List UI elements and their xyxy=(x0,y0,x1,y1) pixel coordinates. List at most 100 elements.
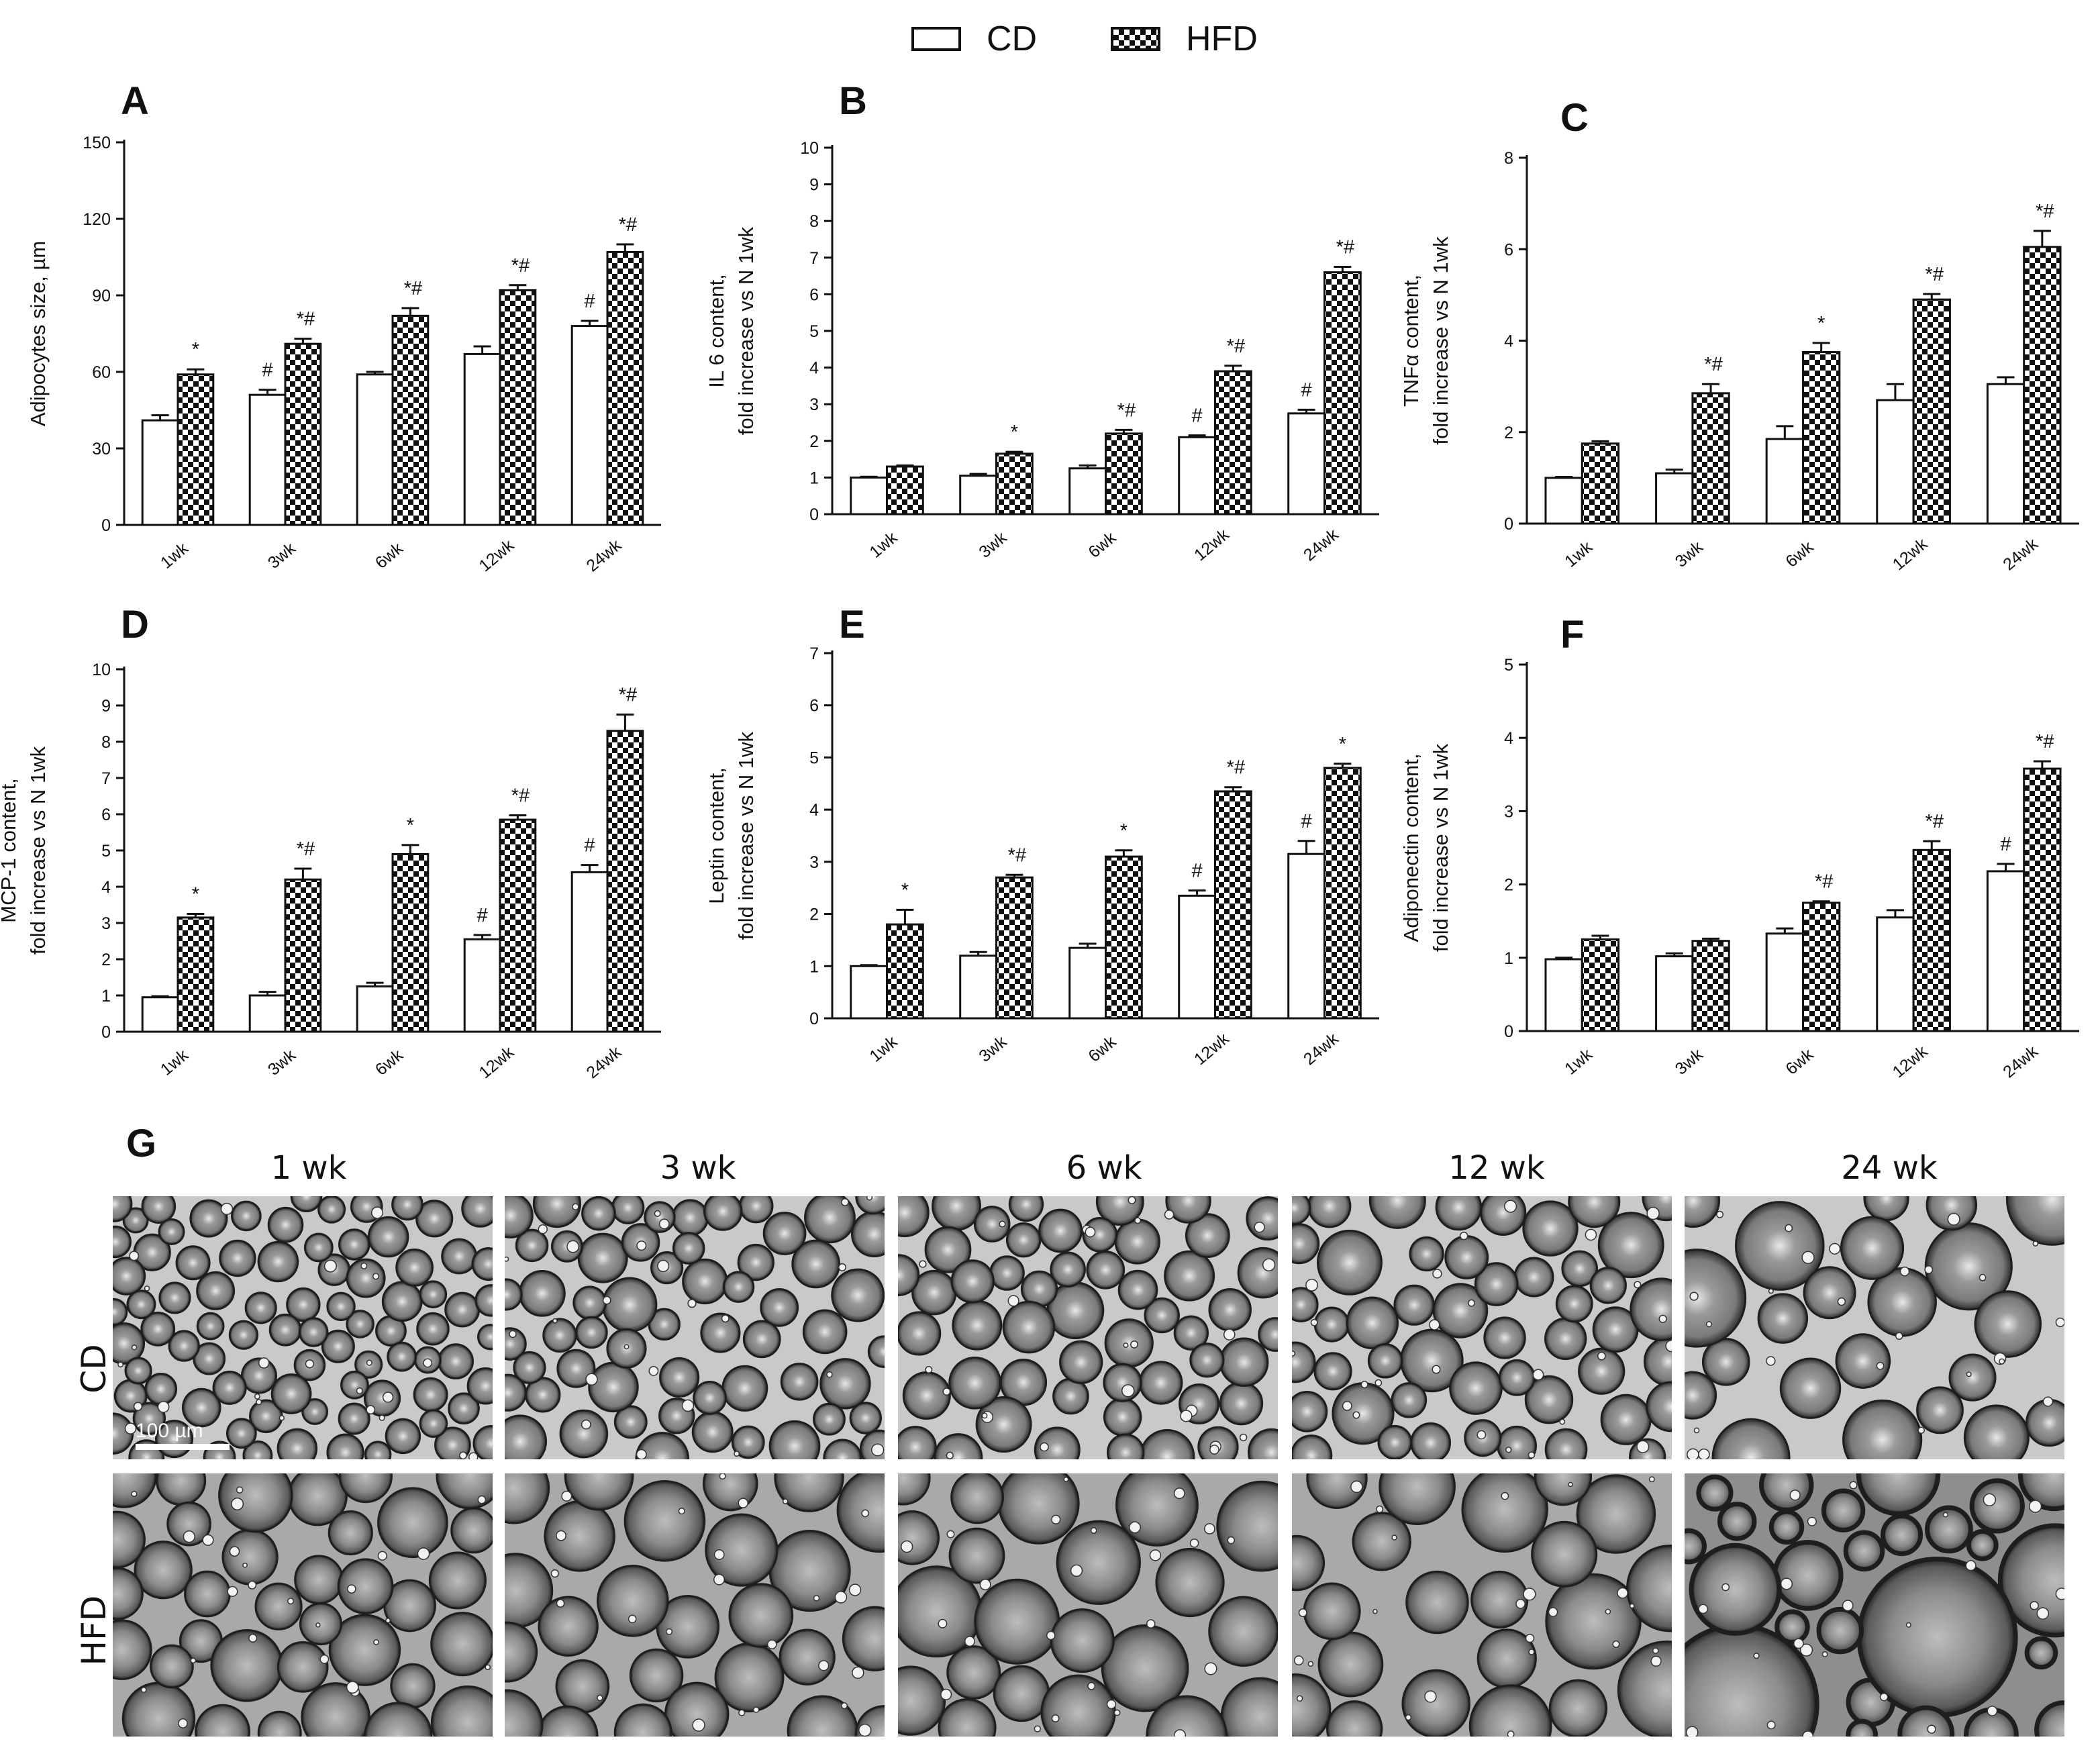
adipocyte xyxy=(819,1358,871,1410)
y-tick-label: 0 xyxy=(101,1023,111,1042)
adipocyte xyxy=(1008,1196,1044,1222)
bar-cd xyxy=(1986,383,2026,525)
adipocyte xyxy=(1772,1540,1844,1611)
adipocyte xyxy=(338,1228,370,1261)
adipocyte xyxy=(221,1528,279,1586)
significance-marker: *# xyxy=(1117,399,1136,421)
adipocyte xyxy=(1050,1251,1086,1288)
lipid-droplet xyxy=(866,1196,873,1201)
adipocyte xyxy=(391,1196,423,1221)
lipid-droplet xyxy=(981,1412,988,1419)
adipocyte xyxy=(588,1361,639,1413)
lipid-droplet xyxy=(1189,1539,1199,1548)
lipid-droplet xyxy=(2055,1588,2064,1600)
lipid-droplet xyxy=(1505,1447,1512,1453)
adipocyte xyxy=(1757,1293,1809,1344)
y-tick-label: 30 xyxy=(92,440,111,458)
lipid-droplet xyxy=(315,1622,321,1628)
adipocyte xyxy=(737,1243,774,1281)
lipid-droplet xyxy=(628,1614,637,1624)
x-tick-label: 12wk xyxy=(1191,1029,1233,1069)
significance-marker: *# xyxy=(619,685,637,706)
adipocyte xyxy=(1005,1222,1042,1258)
lipid-droplet xyxy=(1209,1445,1219,1455)
y-tick-label: 5 xyxy=(1504,656,1513,675)
x-tick-label: 3wk xyxy=(975,1032,1010,1066)
lipid-droplet xyxy=(678,1507,685,1515)
adipocyte xyxy=(581,1196,616,1231)
significance-marker: *# xyxy=(297,838,315,860)
x-tick-label: 12wk xyxy=(475,1042,517,1082)
lipid-droplet xyxy=(721,1314,730,1323)
adipocyte xyxy=(1082,1217,1118,1253)
adipocyte xyxy=(1326,1700,1383,1737)
panel-letter-g: G xyxy=(126,1122,157,1165)
panel-letter: B xyxy=(839,79,867,123)
y-axis-label: TNFα content, xyxy=(1399,275,1423,407)
significance-marker: * xyxy=(1817,313,1825,334)
adipocyte xyxy=(1534,1473,1593,1506)
lipid-droplet xyxy=(379,1414,385,1421)
adipocyte xyxy=(1916,1386,1964,1434)
y-tick-label: 1 xyxy=(101,987,111,1006)
x-tick-label: 3wk xyxy=(264,1046,299,1079)
adipocyte xyxy=(515,1228,549,1263)
adipocyte xyxy=(466,1367,493,1405)
lipid-droplet xyxy=(417,1547,430,1560)
adipocyte xyxy=(997,1473,1080,1545)
adipocyte xyxy=(477,1324,493,1351)
adipocyte xyxy=(385,1418,421,1455)
adipocyte xyxy=(140,1311,176,1347)
lipid-droplet xyxy=(1617,1587,1628,1599)
panel-letter: C xyxy=(1560,96,1589,140)
y-tick-label: 8 xyxy=(1504,149,1513,168)
x-tick-label: 6wk xyxy=(372,539,407,573)
lipid-droplet xyxy=(900,1540,913,1553)
adipocyte xyxy=(738,1196,774,1224)
lipid-droplet xyxy=(782,1498,789,1504)
lipid-droplet xyxy=(581,1419,591,1430)
micrograph-panel: G 1 wk 3 wk 6 wk 12 wk 24 wk CD HFD 100 … xyxy=(0,1114,2100,1754)
y-tick-label: 5 xyxy=(101,842,111,861)
legend-label-hfd: HFD xyxy=(1186,19,1258,58)
lipid-droplet xyxy=(1239,1433,1248,1442)
bar-cd xyxy=(959,955,997,1020)
lipid-droplet xyxy=(385,1618,391,1624)
lipid-droplet xyxy=(1829,1243,1841,1255)
adipocyte xyxy=(438,1343,474,1379)
lipid-droplet xyxy=(1785,1224,1793,1232)
lipid-droplet xyxy=(1129,1521,1141,1534)
lipid-droplet xyxy=(552,1318,558,1324)
adipocyte xyxy=(267,1206,304,1243)
lipid-droplet xyxy=(1123,1343,1129,1348)
adipocyte xyxy=(544,1500,615,1572)
lipid-droplet xyxy=(538,1224,548,1234)
adipocyte xyxy=(1317,1631,1384,1698)
lipid-droplet xyxy=(1087,1682,1096,1690)
legend: CD HFD xyxy=(906,7,1282,67)
lipid-droplet xyxy=(1360,1381,1368,1389)
lipid-droplet xyxy=(1987,1705,1998,1716)
adipocyte xyxy=(1114,1218,1160,1265)
lipid-droplet xyxy=(841,1702,848,1709)
adipocyte xyxy=(132,1402,166,1435)
x-tick-label: 24wk xyxy=(583,536,625,575)
significance-marker: * xyxy=(1011,422,1018,443)
lipid-droplet xyxy=(1605,1608,1611,1615)
lipid-droplet xyxy=(377,1551,387,1561)
adipocyte xyxy=(298,1317,329,1347)
adipocyte xyxy=(1513,1257,1554,1298)
adipocyte xyxy=(938,1698,997,1737)
lipid-droplet xyxy=(838,1263,847,1271)
lipid-droplet xyxy=(248,1633,258,1643)
adipocyte xyxy=(226,1418,257,1449)
lipid-droplet xyxy=(131,1490,138,1498)
adipocyte xyxy=(575,1316,608,1349)
bar-hfd xyxy=(284,342,322,526)
lipid-droplet xyxy=(242,1562,248,1568)
lipid-droplet xyxy=(826,1371,833,1378)
x-tick-label: 3wk xyxy=(264,539,299,573)
bar-hfd xyxy=(1323,271,1362,516)
bar-cd xyxy=(850,476,889,516)
lipid-droplet xyxy=(841,1198,849,1206)
